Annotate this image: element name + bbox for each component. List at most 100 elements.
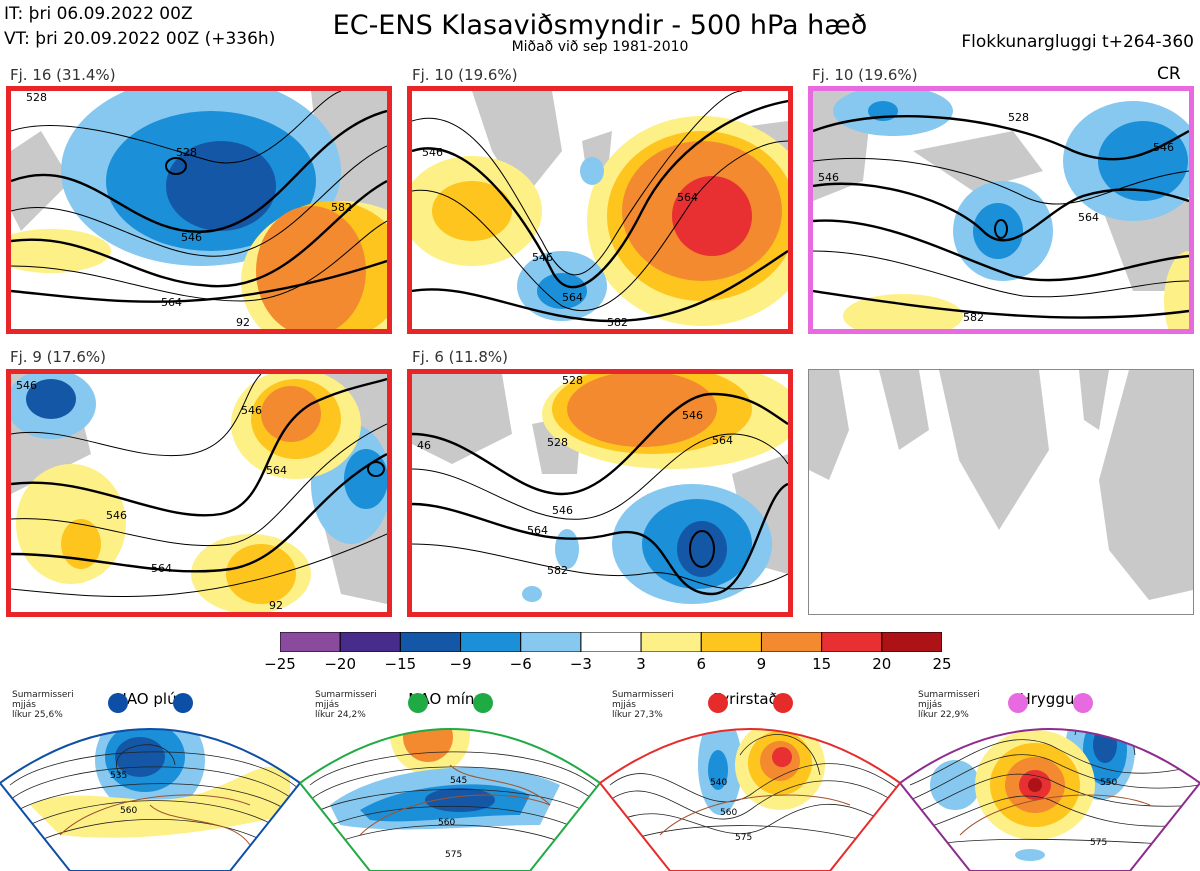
cluster-map-4: 546 546 546 564 564 92 <box>6 369 392 617</box>
svg-text:528: 528 <box>562 374 583 387</box>
svg-text:546: 546 <box>422 146 443 159</box>
colorbar-tick-label: −20 <box>324 655 356 673</box>
svg-text:545: 545 <box>450 776 467 786</box>
svg-text:546: 546 <box>552 504 573 517</box>
colorbar-segment <box>520 632 582 652</box>
chart-title: EC-ENS Klasaviðsmyndir - 500 hPa hæð <box>332 10 868 41</box>
regime-note-line: mjjás <box>918 700 942 710</box>
regime-title: Hryggur <box>1019 690 1081 708</box>
colorbar-tick-label: −25 <box>264 655 296 673</box>
svg-text:564: 564 <box>1078 211 1099 224</box>
svg-text:582: 582 <box>963 311 984 324</box>
colorbar-ticks: −25 −20 −15 −9 −6 −3 3 6 9 15 20 25 <box>264 655 951 675</box>
svg-text:560: 560 <box>720 808 737 818</box>
cluster-map-2: 546 546 564 564 582 <box>407 86 793 334</box>
regime-note-line: líkur 24,2% <box>315 710 366 720</box>
svg-text:560: 560 <box>438 818 455 828</box>
svg-text:546: 546 <box>106 509 127 522</box>
colorbar-segment <box>399 632 462 652</box>
colorbar-tick-label: −9 <box>449 655 472 673</box>
colorbar-tick-label: 6 <box>696 655 707 673</box>
regime-note-line: líkur 22,9% <box>918 710 969 720</box>
svg-text:564: 564 <box>677 191 698 204</box>
regime-note-line: líkur 25,6% <box>12 710 63 720</box>
colorbar-segment <box>280 632 341 652</box>
regime-nao-minus: NAO mínus Sumarmisseri mjjás líkur 24,2%… <box>300 685 600 871</box>
svg-text:564: 564 <box>161 296 182 309</box>
colorbar-tick-label: 25 <box>932 655 952 673</box>
svg-text:564: 564 <box>266 464 287 477</box>
valid-time: VT: þri 20.09.2022 00Z (+336h) <box>4 29 276 49</box>
regime-blocking: Fyrirstaða Sumarmisseri mjjás líkur 27,3… <box>600 685 900 871</box>
svg-text:535: 535 <box>110 771 127 781</box>
svg-text:546: 546 <box>16 379 37 392</box>
svg-text:46: 46 <box>417 439 431 452</box>
empty-map-panel <box>808 369 1194 615</box>
svg-text:564: 564 <box>527 524 548 537</box>
svg-text:564: 564 <box>712 434 733 447</box>
svg-text:546: 546 <box>682 409 703 422</box>
svg-text:528: 528 <box>26 91 47 104</box>
colorbar-tick-label: 3 <box>636 655 646 673</box>
cluster-label-1: Fj. 16 (31.4%) <box>10 66 116 84</box>
regime-note-line: Sumarmisseri <box>918 690 980 700</box>
colorbar-segment <box>881 632 942 652</box>
svg-text:546: 546 <box>818 171 839 184</box>
svg-text:546: 546 <box>181 231 202 244</box>
colorbar-segment <box>821 632 883 652</box>
colorbar-segment <box>460 632 522 652</box>
svg-text:528: 528 <box>1008 111 1029 124</box>
colorbar-tick-label: 20 <box>872 655 892 673</box>
svg-text:528: 528 <box>176 146 197 159</box>
colorbar-segment <box>339 632 401 652</box>
colorbar-segment <box>700 632 762 652</box>
regime-note-line: Sumarmisseri <box>315 690 377 700</box>
regime-title: Fyrirstaða <box>713 690 787 708</box>
colorbar-tick-label: 9 <box>756 655 767 673</box>
regime-note-line: mjjás <box>12 700 36 710</box>
svg-text:540: 540 <box>710 778 727 788</box>
regime-note-line: mjjás <box>315 700 339 710</box>
chart-subtitle: Miðað við sep 1981-2010 <box>511 39 689 55</box>
svg-text:582: 582 <box>331 201 352 214</box>
colorbar-tick-label: −15 <box>384 655 417 673</box>
colorbar-tick-label: −6 <box>509 655 532 673</box>
cluster-label-3: Fj. 10 (19.6%) <box>812 66 918 84</box>
regime-ridge: Hryggur Sumarmisseri mjjás líkur 22,9% <box>900 685 1200 871</box>
colorbar-tick-label: −3 <box>569 655 592 673</box>
colorbar-segment <box>760 632 823 652</box>
initial-time: IT: þri 06.09.2022 00Z <box>4 4 193 24</box>
cluster-label-4: Fj. 9 (17.6%) <box>10 348 106 366</box>
regime-note-line: mjjás <box>612 700 636 710</box>
classification-window: Flokkunargluggi t+264-360 <box>961 32 1194 52</box>
svg-text:575: 575 <box>445 850 462 860</box>
svg-text:582: 582 <box>547 564 568 577</box>
svg-text:560: 560 <box>120 806 137 816</box>
svg-text:92: 92 <box>269 599 283 612</box>
regime-nao-plus: NAO plús Sumarmisseri mjjás líkur 25,6% … <box>0 685 300 871</box>
svg-text:92: 92 <box>236 316 250 329</box>
svg-text:582: 582 <box>607 316 628 329</box>
svg-text:564: 564 <box>562 291 583 304</box>
regime-note-line: Sumarmisseri <box>612 690 674 700</box>
svg-text:564: 564 <box>151 562 172 575</box>
regime-note-line: Sumarmisseri <box>12 690 74 700</box>
colorbar-tick-label: 15 <box>812 655 832 673</box>
svg-text:575: 575 <box>735 833 752 843</box>
colorbar-segment <box>580 632 642 652</box>
regime-title: NAO plús <box>115 690 185 708</box>
cluster-map-1: 528 528 546 564 582 92 <box>6 86 392 334</box>
cluster-map-5: 528 528 46 546 546 564 564 582 <box>407 369 793 617</box>
regime-title: NAO mínus <box>408 690 492 708</box>
colorbar <box>280 632 942 652</box>
svg-text:546: 546 <box>1153 141 1174 154</box>
colorbar-segment <box>640 632 702 652</box>
cluster-map-3: 528 546 546 564 582 <box>808 86 1194 334</box>
regime-note-line: líkur 27,3% <box>612 710 663 720</box>
svg-text:546: 546 <box>241 404 262 417</box>
svg-text:546: 546 <box>532 251 553 264</box>
svg-text:528: 528 <box>547 436 568 449</box>
cr-label: CR <box>1157 64 1181 84</box>
svg-text:575: 575 <box>1090 838 1107 848</box>
svg-text:550: 550 <box>1100 778 1117 788</box>
